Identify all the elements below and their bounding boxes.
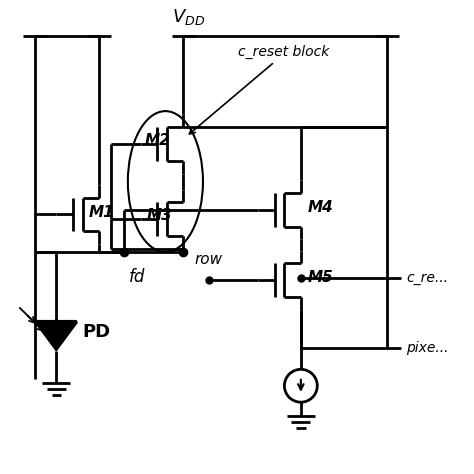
Text: M2: M2 [144, 133, 170, 148]
Text: c_re...: c_re... [406, 271, 448, 285]
Text: row: row [195, 252, 223, 267]
Text: M3: M3 [146, 208, 173, 223]
Text: M1: M1 [88, 205, 114, 219]
Text: pixe...: pixe... [406, 341, 448, 355]
Text: M4: M4 [308, 200, 334, 215]
Polygon shape [35, 322, 77, 351]
Text: c_reset block: c_reset block [238, 46, 329, 59]
Text: M5: M5 [308, 270, 334, 285]
Text: $V_{DD}$: $V_{DD}$ [172, 7, 205, 27]
Text: PD: PD [82, 323, 110, 341]
Text: fd: fd [129, 268, 146, 286]
